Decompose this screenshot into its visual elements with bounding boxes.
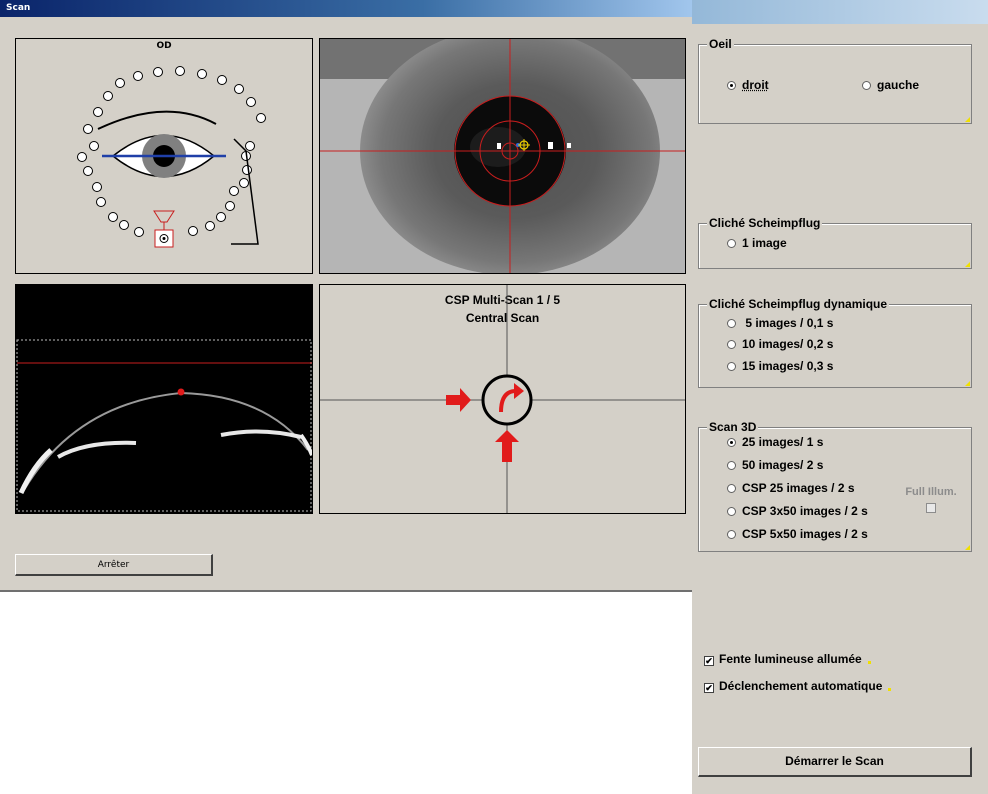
fixation-point (115, 78, 125, 88)
fixation-point (108, 212, 118, 222)
corner-marker-icon (965, 545, 970, 550)
full-illum-option[interactable]: Full Illum. (899, 486, 963, 513)
fixation-point (239, 178, 249, 188)
csp-subtitle: Central Scan (465, 311, 540, 325)
window-title: Scan (6, 3, 31, 13)
group-oeil-legend: Oeil (707, 37, 734, 51)
radio-selected-icon (727, 438, 736, 447)
checkbox-checked-icon: ✔ (704, 683, 714, 693)
radio-icon (727, 362, 736, 371)
fixation-point (89, 141, 99, 151)
radio-gauche[interactable]: gauche (862, 78, 919, 92)
group-scheimpflug-dynamique: Cliché Scheimpflug dynamique 5 images / … (698, 297, 972, 388)
eye-diagram (77, 66, 266, 248)
radio-icon (727, 530, 736, 539)
radio-5-images[interactable]: 5 images / 0,1 s (727, 316, 833, 330)
fixation-point (103, 91, 113, 101)
radio-icon (862, 81, 871, 90)
scheimpflug-image (16, 285, 312, 513)
radio-icon (727, 484, 736, 493)
camera-image (320, 39, 685, 273)
group-scheimpflug-dyn-legend: Cliché Scheimpflug dynamique (707, 297, 890, 311)
fixation-point (217, 75, 227, 85)
fixation-point (242, 165, 252, 175)
radio-10-images[interactable]: 10 images/ 0,2 s (727, 337, 833, 351)
fixation-point (93, 107, 103, 117)
settings-panel: Oeil droit gauche Cliché Scheimpflug 1 i… (692, 0, 988, 794)
group-scheimpflug: Cliché Scheimpflug 1 image (698, 216, 972, 269)
settings-title-bar (692, 0, 988, 24)
radio-csp-25-images[interactable]: CSP 25 images / 2 s (727, 481, 855, 495)
radio-selected-icon (727, 81, 736, 90)
fixation-point (229, 186, 239, 196)
start-scan-button[interactable]: Démarrer le Scan (698, 747, 972, 777)
radio-icon (727, 319, 736, 328)
title-bar: Scan (0, 0, 704, 17)
fixation-point (119, 220, 129, 230)
fixation-point (133, 71, 143, 81)
csp-multiscan-panel: CSP Multi-Scan 1 / 5 Central Scan (319, 284, 686, 514)
group-scan-3d: Scan 3D 25 images/ 1 s 50 images/ 2 s CS… (698, 420, 972, 552)
radio-50-images[interactable]: 50 images/ 2 s (727, 458, 823, 472)
radio-icon (727, 239, 736, 248)
radio-icon (727, 461, 736, 470)
checkbox-checked-icon: ✔ (704, 656, 714, 666)
corner-marker-icon (965, 117, 970, 122)
group-scheimpflug-legend: Cliché Scheimpflug (707, 216, 823, 230)
scan-window: Scan OD (0, 0, 704, 592)
fixation-point (225, 201, 235, 211)
radio-15-images[interactable]: 15 images/ 0,3 s (727, 359, 833, 373)
eye-side-label: OD (156, 41, 172, 51)
radio-csp-3x50-images[interactable]: CSP 3x50 images / 2 s (727, 504, 868, 518)
fixation-point (216, 212, 226, 222)
eye-diagram-panel: OD (15, 38, 313, 274)
radio-csp-5x50-images[interactable]: CSP 5x50 images / 2 s (727, 527, 868, 541)
radio-25-images[interactable]: 25 images/ 1 s (727, 435, 823, 449)
fixation-point (134, 227, 144, 237)
scheimpflug-image-panel (15, 284, 313, 514)
fixation-point (188, 226, 198, 236)
full-illum-label: Full Illum. (905, 486, 957, 498)
checkbox-fente-lumineuse[interactable]: ✔ Fente lumineuse allumée (704, 652, 871, 666)
fixation-point (205, 221, 215, 231)
fixation-point (77, 152, 87, 162)
fixation-point (96, 197, 106, 207)
csp-title: CSP Multi-Scan 1 / 5 (444, 293, 561, 307)
marker-icon (867, 661, 871, 664)
marker-icon (888, 688, 892, 691)
corner-marker-icon (965, 381, 970, 386)
full-illum-checkbox[interactable] (926, 503, 936, 513)
radio-1-image[interactable]: 1 image (727, 236, 787, 250)
radio-droit[interactable]: droit (727, 78, 769, 92)
fixation-point (246, 97, 256, 107)
fixation-point (83, 166, 93, 176)
fixation-point (175, 66, 185, 76)
fixation-point (256, 113, 266, 123)
camera-view-panel (319, 38, 686, 274)
csp-target-diagram (320, 285, 685, 513)
fixation-point (234, 84, 244, 94)
fixation-point (245, 141, 255, 151)
fixation-point (197, 69, 207, 79)
fixation-point (153, 67, 163, 77)
radio-icon (727, 340, 736, 349)
radio-icon (727, 507, 736, 516)
group-scan-3d-legend: Scan 3D (707, 420, 759, 434)
checkbox-declenchement-auto[interactable]: ✔ Déclenchement automatique (704, 679, 892, 693)
fixation-point (92, 182, 102, 192)
group-oeil: Oeil droit gauche (698, 37, 972, 124)
corner-marker-icon (965, 262, 970, 267)
fixation-point (83, 124, 93, 134)
stop-button[interactable]: Arrêter (15, 554, 213, 576)
